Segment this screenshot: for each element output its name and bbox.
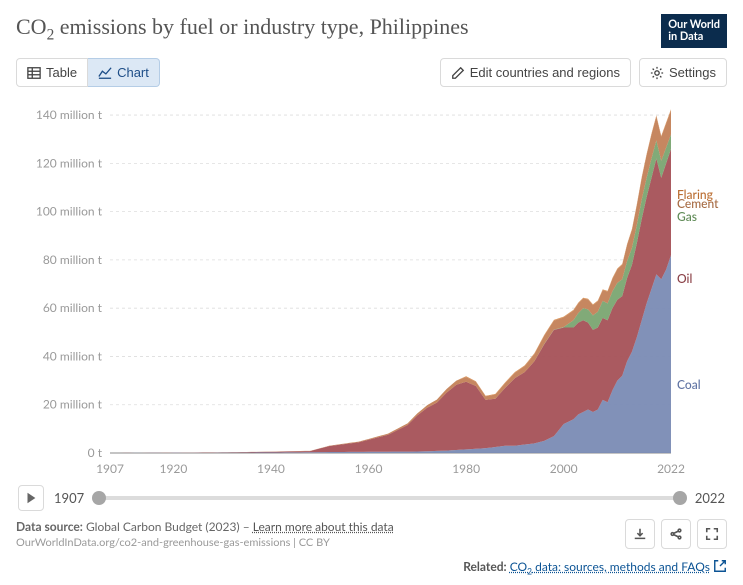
svg-text:1980: 1980 [452,461,480,476]
learn-more-link[interactable]: Learn more about this data [253,519,394,534]
owid-logo[interactable]: Our Worldin Data [661,14,727,48]
slider-thumb-end[interactable] [673,491,687,505]
label-coal[interactable]: Coal [677,377,701,392]
tab-chart[interactable]: Chart [88,58,160,87]
svg-text:1907: 1907 [96,461,124,476]
year-end: 2022 [695,490,725,506]
svg-text:1960: 1960 [355,461,383,476]
tab-table[interactable]: Table [16,58,88,87]
external-icon [713,559,727,573]
svg-text:2000: 2000 [550,461,578,476]
svg-text:80 million t: 80 million t [43,252,103,267]
chart-icon [98,66,112,80]
slider-thumb-start[interactable] [92,491,106,505]
play-icon [24,491,38,505]
svg-text:20 million t: 20 million t [43,397,103,412]
download-button[interactable] [625,519,655,549]
related-links: Related: CO2 data: sources, methods and … [16,559,727,576]
settings-button[interactable]: Settings [639,58,727,87]
svg-text:2022: 2022 [657,461,685,476]
time-slider[interactable] [94,496,685,500]
svg-text:100 million t: 100 million t [36,204,103,219]
page-title: CO2 emissions by fuel or industry type, … [16,14,469,44]
label-gas[interactable]: Gas [677,209,697,224]
share-button[interactable] [661,519,691,549]
edit-button[interactable]: Edit countries and regions [440,58,631,87]
download-icon [633,527,647,541]
chart-area: 0 t 20 million t 40 million t 60 million t 8… [16,93,727,483]
share-icon [669,527,683,541]
svg-text:40 million t: 40 million t [43,349,103,364]
expand-icon [705,527,719,541]
gear-icon [650,66,664,80]
timeline: 1907 2022 [16,485,727,511]
year-start: 1907 [54,490,84,506]
svg-text:1920: 1920 [159,461,187,476]
play-button[interactable] [18,485,44,511]
data-source: Data source: Global Carbon Budget (2023)… [16,519,394,549]
svg-text:140 million t: 140 million t [36,107,103,122]
fullscreen-button[interactable] [697,519,727,549]
table-icon [27,66,41,80]
pencil-icon [451,66,465,80]
related-link[interactable]: CO2 data: sources, methods and FAQs [510,559,710,574]
label-oil[interactable]: Oil [677,271,692,286]
svg-text:120 million t: 120 million t [36,156,103,171]
view-tabs: Table Chart [16,58,160,87]
svg-text:60 million t: 60 million t [43,300,103,315]
svg-text:1940: 1940 [257,461,285,476]
svg-text:0 t: 0 t [88,445,103,460]
